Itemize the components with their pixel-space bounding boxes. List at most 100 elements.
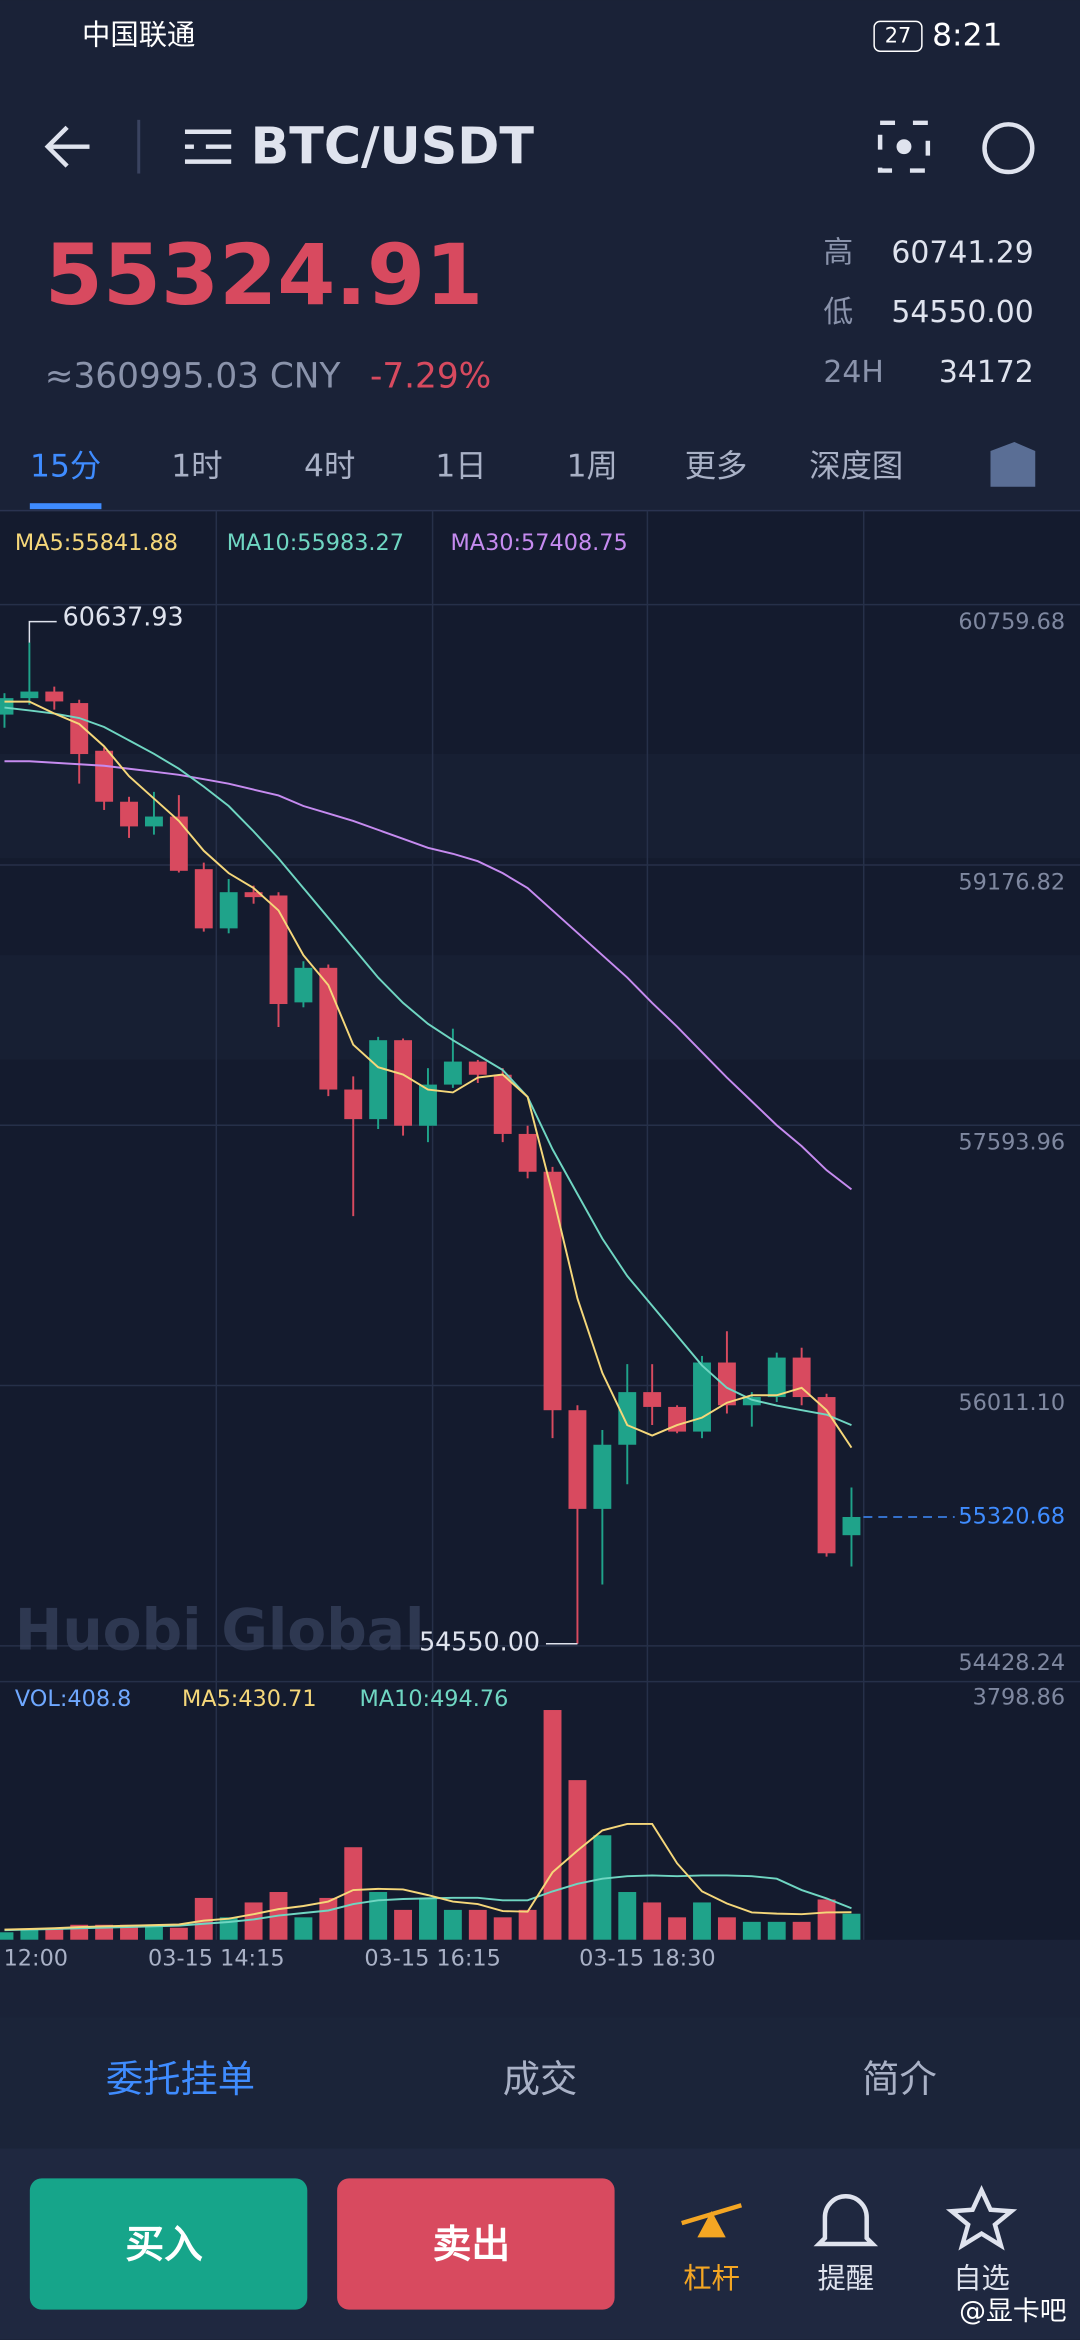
leverage-button[interactable]: 杠杆 — [681, 2203, 743, 2295]
volume-bar — [394, 1909, 413, 1940]
tab[interactable]: 深度图 — [809, 448, 903, 484]
back-button[interactable] — [44, 125, 90, 168]
battery: 27 — [885, 23, 912, 47]
volume-bar — [568, 1780, 587, 1940]
sell-label: 卖出 — [433, 2223, 511, 2268]
candle-body — [792, 1357, 811, 1398]
battery-icon — [873, 20, 923, 52]
candle-body — [120, 801, 138, 827]
tab[interactable]: 更多 — [685, 448, 748, 484]
volume-bar — [842, 1913, 861, 1940]
ma10-line — [4, 706, 852, 1426]
volume-bar — [543, 1710, 562, 1940]
last-price-label: 55320.68 — [958, 1503, 1065, 1529]
bottom-tab[interactable]: 委托挂单 — [106, 2057, 255, 2101]
menu-icon[interactable] — [184, 129, 232, 164]
volume-bar — [20, 1929, 39, 1940]
alert-button[interactable]: 提醒 — [813, 2194, 879, 2295]
volume-bar — [120, 1924, 138, 1940]
cny-price: ≈360995.03 CNY — [45, 356, 342, 396]
bottom-tab[interactable]: 成交 — [503, 2057, 578, 2101]
candle-body — [643, 1392, 662, 1407]
volume-bar — [817, 1899, 836, 1940]
candle-body — [269, 895, 288, 1005]
ma5-line — [4, 700, 853, 1449]
ma-legend: MA30:57408.75 — [450, 530, 627, 556]
fullscreen-dot — [896, 139, 912, 155]
x-axis-band — [0, 1939, 1080, 1985]
x-tick-label: 03-15 18:30 — [579, 1946, 716, 1972]
candle-body — [543, 1171, 562, 1411]
candle-body — [717, 1362, 736, 1406]
candle-body — [344, 1089, 363, 1120]
candle-body — [219, 892, 238, 929]
candle-body — [568, 1410, 587, 1509]
volume-bar — [0, 1932, 14, 1940]
x-tick-label: 03-15 16:15 — [364, 1946, 501, 1972]
vol-legend: MA10:494.76 — [360, 1686, 509, 1712]
candle-body — [593, 1444, 612, 1509]
candle-body — [244, 892, 263, 898]
y-tick-label: 56011.10 — [958, 1390, 1065, 1416]
favorite-label: 自选 — [953, 2262, 1010, 2295]
leverage-icon — [681, 2203, 743, 2238]
candle-body — [369, 1040, 388, 1120]
candle-body — [20, 691, 39, 699]
candle-body — [842, 1516, 861, 1536]
refresh-icon[interactable] — [982, 122, 1035, 175]
chart-bg — [0, 510, 1080, 1985]
fullscreen-icon[interactable] — [877, 120, 931, 173]
volume-bar — [643, 1902, 662, 1940]
band — [0, 955, 1080, 1060]
vol-legend: VOL:408.8 — [15, 1686, 132, 1712]
sell-button[interactable] — [337, 2178, 615, 2310]
last-price: 55324.91 — [45, 226, 484, 324]
volume-bar — [144, 1924, 163, 1940]
low-label: 54550.00 — [419, 1627, 540, 1657]
volume-bar — [369, 1892, 388, 1940]
candle-body — [618, 1392, 637, 1445]
candle-body — [493, 1074, 512, 1134]
tab[interactable]: 1日 — [435, 448, 486, 484]
plot: 60759.68 59176.82 57593.96 56011.10 54428.24… — [0, 510, 1080, 1972]
bottom-tabs-bg — [0, 2017, 1080, 2149]
volume-bar — [319, 1897, 338, 1940]
bottom-tab[interactable]: 简介 — [862, 2057, 937, 2101]
candle-body — [45, 691, 64, 702]
value: 54550.00 — [891, 295, 1033, 330]
buy-button[interactable] — [29, 2178, 308, 2310]
tab[interactable]: 4时 — [304, 448, 355, 484]
candle-body — [169, 816, 188, 871]
vol-ma10-line — [4, 1874, 852, 1932]
label: 24H — [823, 355, 883, 390]
tab[interactable]: 1时 — [171, 448, 222, 484]
vol-ma5-line — [4, 1822, 852, 1931]
high-label: 60637.93 — [63, 602, 184, 632]
volume-bar — [717, 1917, 736, 1940]
candle-body — [419, 1084, 437, 1126]
label: 高 — [823, 236, 853, 271]
ma30-line — [4, 760, 853, 1191]
candle-body — [95, 750, 114, 802]
clock: 8:21 — [932, 17, 1002, 53]
buy-label: 买入 — [125, 2223, 203, 2268]
favorite-button[interactable]: 自选 — [945, 2184, 1018, 2295]
leverage-label: 杠杆 — [683, 2262, 740, 2295]
candle-body — [294, 967, 313, 1003]
tab-indicator — [29, 503, 102, 510]
high-marker — [28, 620, 57, 643]
ma-legend: MA10:55983.27 — [227, 530, 404, 556]
candle-body — [394, 1040, 413, 1126]
tab[interactable]: 15分 — [30, 448, 101, 484]
volume-bar — [493, 1917, 512, 1940]
candle-body — [668, 1406, 687, 1432]
volume-bar — [344, 1847, 363, 1940]
volume-bar — [767, 1921, 786, 1940]
volume-bar — [294, 1917, 313, 1940]
settings-icon[interactable] — [990, 442, 1036, 487]
volume-bar — [792, 1921, 811, 1940]
tab[interactable]: 1周 — [567, 448, 618, 484]
chart-area — [0, 510, 1080, 1985]
candle-body — [70, 703, 89, 755]
